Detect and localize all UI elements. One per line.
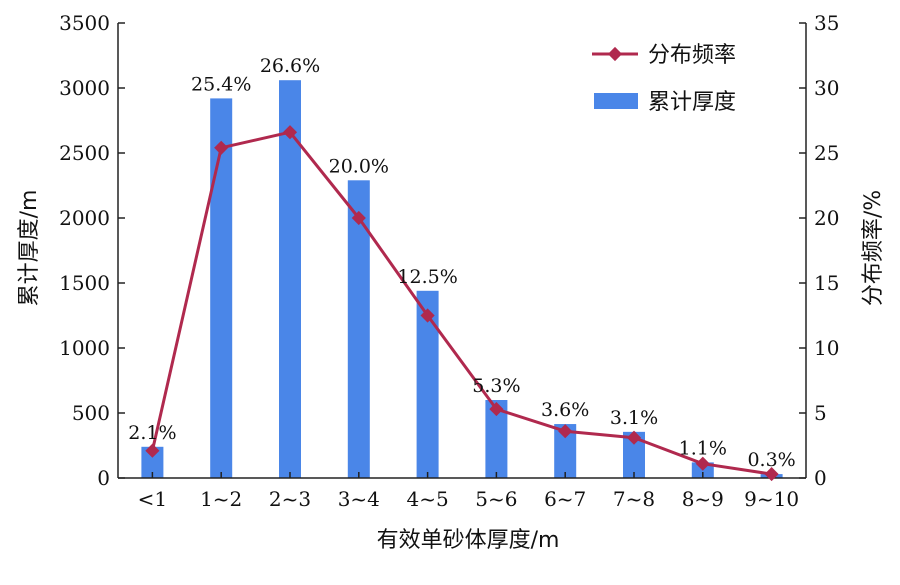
data-label-3~4: 20.0% (329, 155, 389, 177)
y-right-tick-label: 10 (814, 336, 839, 360)
data-label-5~6: 5.3% (472, 375, 520, 397)
x-tick-label: 3~4 (338, 487, 380, 511)
data-label-1~2: 25.4% (191, 73, 251, 95)
x-tick-label: 2~3 (269, 487, 311, 511)
x-tick-label: 1~2 (200, 487, 242, 511)
frequency-point-8~9 (695, 456, 710, 471)
y-left-tick-label: 1000 (59, 336, 110, 360)
bar-2~3 (279, 80, 301, 478)
y-left-tick-label: 500 (72, 401, 110, 425)
axes: 0 500 1000 1500 2000 2500 3000 3500 0 5 10 15 20 25 30… (59, 11, 839, 511)
x-tick-label: 6~7 (544, 487, 586, 511)
legend-label-line: 分布频率 (648, 43, 736, 68)
bar-7~8 (623, 431, 645, 478)
data-label-8~9: 1.1% (679, 437, 727, 459)
legend-label-bar: 累计厚度 (648, 90, 736, 115)
y-left-tick-label: 2000 (59, 206, 110, 230)
x-axis-title: 有效单砂体厚度/m (377, 528, 560, 553)
y-left-tick-label: 2500 (59, 141, 110, 165)
y-left-tick-label: 1500 (59, 271, 110, 295)
x-tick-label: 4~5 (406, 487, 448, 511)
bar-<1 (141, 446, 164, 478)
data-label-4~5: 12.5% (397, 266, 457, 288)
bar-6~7 (554, 424, 577, 478)
frequency-point-9~10 (764, 467, 779, 482)
y-axis-left-title: 累计厚度/m (17, 190, 42, 307)
frequency-point-7~8 (626, 430, 642, 445)
y-right-tick-label: 0 (814, 466, 827, 490)
x-tick-label: <1 (138, 487, 167, 511)
y-left-tick-label: 3000 (59, 76, 110, 100)
y-right-tick-label: 20 (814, 206, 839, 230)
frequency-point-1~2 (214, 140, 229, 155)
x-tick-label: 7~8 (613, 487, 655, 511)
data-label-6~7: 3.6% (541, 399, 589, 421)
y-axis-right-title: 分布频率/% (861, 190, 886, 306)
x-tick-label: 5~6 (475, 487, 517, 511)
y-left-tick-label: 3500 (59, 11, 110, 35)
bar-3~4 (347, 180, 370, 479)
frequency-point-6~7 (558, 424, 573, 439)
frequency-point-2~3 (282, 125, 298, 140)
y-right-tick-label: 30 (814, 76, 839, 100)
y-right-tick-label: 35 (814, 11, 839, 35)
frequency-point-4~5 (420, 308, 435, 323)
frequency-point-3~4 (351, 210, 366, 226)
legend-bar-swatch (594, 93, 638, 109)
bar-series (141, 80, 783, 479)
y-right-tick-label: 5 (814, 401, 827, 425)
x-tick-label: 8~9 (682, 487, 724, 511)
data-label-2~3: 26.6% (260, 55, 320, 77)
data-label-9~10: 0.3% (747, 449, 795, 471)
bar-5~6 (485, 400, 508, 478)
bar-4~5 (416, 290, 439, 478)
y-right-tick-label: 25 (814, 141, 839, 165)
data-label-<1: 2.1% (128, 422, 176, 444)
legend-line-marker (607, 46, 623, 62)
bar-1~2 (210, 98, 233, 479)
y-right-tick-label: 15 (814, 271, 839, 295)
data-label-7~8: 3.1% (610, 407, 658, 429)
frequency-line (150, 130, 772, 476)
line-series (145, 125, 779, 482)
legend: 分布频率 累计厚度 (592, 43, 736, 115)
frequency-point-5~6 (489, 402, 504, 417)
y-left-tick-label: 0 (97, 466, 110, 490)
frequency-point-<1 (145, 443, 160, 458)
x-tick-label: 9~10 (744, 487, 799, 511)
data-labels: 2.1% 25.4% 26.6% 20.0% 12.5% 5.3% 3.6% 3.1% 1.1%… (128, 55, 795, 471)
